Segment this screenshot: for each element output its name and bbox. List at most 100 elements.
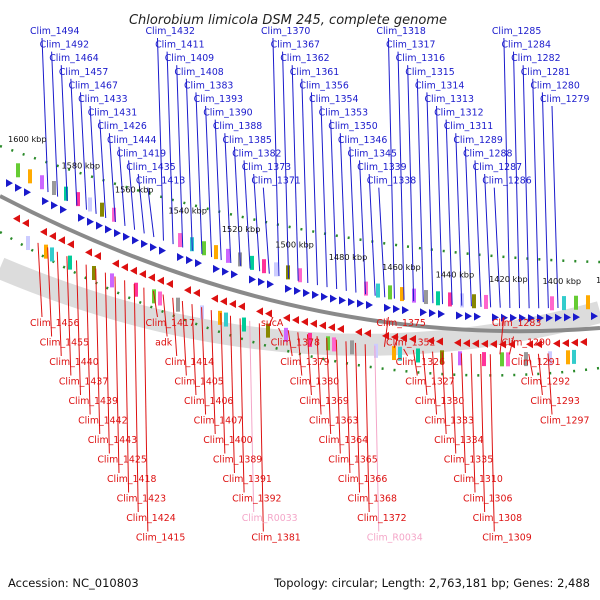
gene-label: Clim_1443	[88, 435, 137, 446]
label-leader-line	[185, 78, 193, 251]
gene-label: Clim_1439	[68, 396, 117, 407]
forward-gene-arrow	[87, 217, 94, 226]
label-leader-line	[47, 247, 53, 337]
forward-gene-arrow	[51, 201, 58, 210]
forward-gene-arrow	[348, 297, 355, 306]
kbp-tick-label: 1560 kbp	[115, 185, 154, 195]
label-leader-line	[464, 146, 472, 307]
gene-label: Clim_1408	[174, 67, 223, 78]
label-leader-line	[291, 65, 299, 281]
reverse-gene-arrow	[571, 338, 578, 347]
gene-label: Clim_1318	[376, 26, 425, 37]
gene-label: Clim_1366	[338, 474, 387, 485]
label-leader-line	[474, 160, 482, 307]
forward-gene-arrow	[303, 288, 310, 297]
reverse-gene-arrow	[355, 327, 362, 336]
category-block-outer	[250, 255, 254, 270]
gene-label: Clim_1282	[511, 53, 560, 64]
reverse-gene-arrow	[139, 270, 146, 279]
label-leader-line	[79, 92, 87, 210]
forward-gene-arrow	[132, 236, 139, 245]
gene-label: Clim_1407	[194, 416, 243, 427]
label-leader-line	[310, 92, 318, 286]
gene-label: Clim_1444	[107, 135, 156, 146]
gene-label: Clim_1383	[184, 80, 233, 91]
gene-label: Clim_1281	[521, 67, 570, 78]
gene-label: Clim_1435	[126, 162, 175, 173]
kbp-tick-label: 1460 kbp	[382, 262, 421, 272]
label-leader-line	[407, 65, 415, 302]
forward-gene-arrow	[402, 306, 409, 315]
label-leader-line	[210, 310, 216, 435]
label-leader-line	[470, 353, 476, 493]
label-leader-line	[422, 350, 428, 396]
category-block-inner	[326, 336, 330, 351]
gene-label: Clim_1369	[299, 396, 348, 407]
label-leader-line	[493, 187, 501, 308]
kbp-tick-label: 1580 kbp	[61, 161, 100, 171]
gene-label: Clim_1367	[271, 40, 320, 51]
label-leader-line	[499, 316, 505, 355]
label-leader-line	[114, 276, 120, 474]
label-leader-line	[374, 345, 380, 532]
forward-gene-arrow	[249, 275, 256, 284]
reverse-gene-arrow	[22, 219, 29, 228]
gene-label: Clim_1364	[319, 435, 368, 446]
category-block-inner	[458, 351, 462, 366]
gene-label: Clim_1411	[155, 40, 204, 51]
forward-gene-arrow	[123, 232, 130, 241]
reverse-gene-arrow	[400, 334, 407, 343]
category-block-outer	[472, 294, 476, 309]
label-leader-line	[195, 92, 203, 254]
gene-label: Clim_1362	[280, 53, 329, 64]
reverse-gene-arrow	[238, 302, 245, 311]
category-block-inner	[506, 352, 510, 367]
reverse-gene-arrow	[130, 266, 137, 275]
reverse-gene-arrow	[337, 324, 344, 333]
label-leader-line	[205, 105, 213, 258]
gene-label: Clim_1315	[405, 67, 454, 78]
gene-label: Clim_1425	[97, 455, 146, 466]
reverse-gene-arrow	[319, 321, 326, 330]
gene-label: Clim_1418	[107, 474, 156, 485]
label-leader-line	[60, 65, 68, 202]
category-block-inner	[44, 244, 48, 259]
forward-gene-arrow	[114, 229, 121, 238]
kbp-tick-label: 1380 kbp	[596, 275, 600, 285]
label-leader-line	[316, 336, 322, 415]
forward-gene-arrow	[420, 308, 427, 317]
label-leader-line	[378, 187, 386, 298]
genome-backbone	[0, 194, 600, 334]
label-leader-line	[37, 242, 43, 318]
forward-gene-arrow	[321, 292, 328, 301]
gene-label: Clim_1370	[261, 26, 310, 37]
forward-gene-arrow	[573, 313, 580, 322]
category-block-outer	[586, 295, 590, 310]
label-leader-line	[166, 51, 174, 245]
category-block-outer	[40, 175, 44, 190]
reverse-gene-arrow	[553, 339, 560, 348]
gene-label: Clim_1293	[530, 396, 579, 407]
label-leader-line	[445, 119, 453, 305]
label-leader-lines	[37, 37, 559, 532]
category-block-outer	[88, 197, 92, 212]
gene-label: Clim_1415	[136, 533, 185, 544]
gene-label: Clim_1380	[290, 377, 339, 388]
label-leader-line	[306, 334, 312, 396]
gene-label: Clim_1368	[348, 494, 397, 505]
gene-label: Clim_1309	[482, 533, 531, 544]
reverse-gene-arrow	[166, 279, 173, 288]
gene-label: Clim_1424	[126, 513, 175, 524]
label-leader-line	[278, 327, 284, 337]
forward-gene-arrow	[330, 294, 337, 303]
kbp-ticks: 1600 kbp 1580 kbp 1560 kbp 1540 kbp 1520 kbp…	[8, 134, 600, 286]
category-block-inner	[26, 236, 30, 251]
gene-label: Clim_1388	[213, 121, 262, 132]
forward-gene-arrow	[519, 314, 526, 323]
gene-label: Clim_1431	[88, 108, 137, 119]
reverse-gene-arrow	[157, 276, 164, 285]
category-block-inner	[548, 351, 552, 366]
gene-label: Clim_1354	[309, 94, 358, 105]
label-leader-line	[349, 146, 357, 293]
